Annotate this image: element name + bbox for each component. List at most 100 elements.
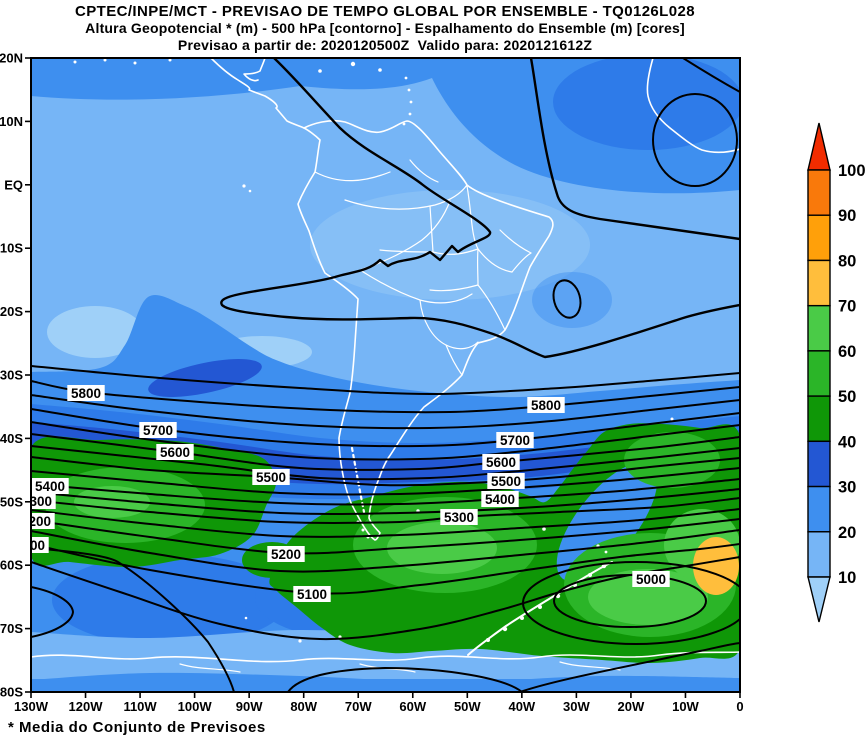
corner-contour xyxy=(682,58,740,93)
colorbar-segment xyxy=(807,531,831,578)
y-axis-label: 20S xyxy=(0,304,23,319)
colorbar-segment xyxy=(807,259,831,307)
colorbar-label: 100 xyxy=(838,162,865,180)
chart-subtitle: Altura Geopotencial * (m) - 500 hPa [con… xyxy=(85,20,685,36)
contour-label-text: 5600 xyxy=(160,445,190,460)
contour-label: 5700 xyxy=(496,432,534,448)
y-axis-label: 20N xyxy=(0,51,23,66)
antarctica-coast xyxy=(31,651,740,663)
africa-coast xyxy=(646,58,740,154)
colorbar-label: 70 xyxy=(838,298,856,316)
contour-labels: 5800570056005500540053005200510058005700… xyxy=(22,385,670,602)
andes-ice xyxy=(350,446,366,514)
contour-label-text: 5300 xyxy=(22,494,52,509)
colorbar-label: 40 xyxy=(838,433,856,451)
chart-title: CPTEC/INPE/MCT - PREVISAO DE TEMPO GLOBA… xyxy=(75,3,695,20)
colorbar-over-arrow xyxy=(807,122,831,171)
x-axis-label: 120W xyxy=(69,699,104,714)
contour-label: 5200 xyxy=(267,546,305,562)
x-axis-label: 30W xyxy=(563,699,590,714)
x-axis-label: 110W xyxy=(123,699,157,714)
colorbar-segment xyxy=(807,485,831,533)
contour-line xyxy=(31,380,740,414)
x-axis-label: 90W xyxy=(236,699,263,714)
tropical-contour xyxy=(220,58,740,359)
contour-line xyxy=(31,497,740,524)
contour-label: 5800 xyxy=(527,397,565,413)
y-axis-label: 30S xyxy=(0,368,23,383)
contour-line xyxy=(31,394,740,430)
contour-label-text: 5700 xyxy=(500,433,530,448)
x-axis-label: 40W xyxy=(508,699,535,714)
contour-label: 5300 xyxy=(440,509,478,525)
bottom-right-contour xyxy=(519,642,740,692)
yucatan-coast xyxy=(243,58,266,82)
chart-validity-line: Previsao a partir de: 2020120500Z Valido… xyxy=(177,37,593,53)
colorbar-label: 50 xyxy=(838,388,856,406)
contour-label-text: 5200 xyxy=(271,547,301,562)
contour-line xyxy=(31,508,740,538)
y-axis-label: 60S xyxy=(0,558,23,573)
contour-label: 5400 xyxy=(31,478,69,494)
south-america-outline xyxy=(297,119,554,541)
y-axis-label: EQ xyxy=(4,177,23,192)
contour-line xyxy=(31,421,740,461)
y-axis-label: 40S xyxy=(0,431,23,446)
x-axis-label: 80W xyxy=(290,699,317,714)
axis-ticks xyxy=(25,57,741,698)
central-america-coast xyxy=(210,58,305,129)
contour-label-text: 5300 xyxy=(444,510,474,525)
contour-line xyxy=(31,467,740,496)
contour-label: 5000 xyxy=(632,571,670,587)
sw-sweep-contour xyxy=(31,547,235,692)
footnote: * Media do Conjunto de Previsoes xyxy=(8,719,266,736)
contour-label: 5200 xyxy=(31,513,55,529)
contour-label: 5400 xyxy=(481,491,519,507)
x-axis-label: 0 xyxy=(736,699,743,714)
contour-label-text: 5000 xyxy=(636,572,666,587)
coastlines xyxy=(31,58,740,673)
closed-contour-se-brazil xyxy=(552,279,582,319)
contour-label: 5700 xyxy=(139,422,177,438)
y-axis-label: 10N xyxy=(0,114,23,129)
colorbar-segment xyxy=(807,169,831,216)
contour-label-text: 5600 xyxy=(486,455,516,470)
contour-label: 5500 xyxy=(487,473,525,489)
colorbar-segment xyxy=(807,350,831,397)
y-axis-label: 50S xyxy=(0,494,23,509)
colorbar-label: 20 xyxy=(838,524,856,542)
height-contours xyxy=(31,58,740,692)
colorbar-under-arrow xyxy=(807,576,831,623)
colorbar-label: 10 xyxy=(838,569,856,587)
colorbar: 100 90 80 70 60 50 40 30 20 10 xyxy=(807,122,865,623)
x-axis-label: 130W xyxy=(14,699,49,714)
contour-label-text: 5800 xyxy=(71,386,101,401)
contour-label: 5600 xyxy=(482,454,520,470)
left-edge-closed-contour xyxy=(31,586,74,638)
contour-line xyxy=(31,365,740,395)
x-axis-label: 60W xyxy=(399,699,426,714)
colorbar-label: 80 xyxy=(838,252,856,270)
contour-label: 5100 xyxy=(293,586,331,602)
flat-low-contour xyxy=(287,667,523,692)
colorbar-segment xyxy=(807,214,831,262)
contour-line xyxy=(31,518,740,555)
contour-label: 5600 xyxy=(156,444,194,460)
y-axis-label: 80S xyxy=(0,685,23,700)
contour-line xyxy=(31,478,740,506)
colorbar-segment xyxy=(807,304,831,352)
contour-label-text: 5500 xyxy=(256,470,286,485)
colorbar-segment xyxy=(807,395,831,443)
contour-line xyxy=(31,445,740,481)
contour-label-text: 5400 xyxy=(35,479,65,494)
x-axis-label: 20W xyxy=(618,699,645,714)
y-axis-label: 10S xyxy=(0,241,23,256)
tropical-contour-east xyxy=(529,58,740,241)
x-axis-label: 10W xyxy=(672,699,699,714)
x-axis-label: 100W xyxy=(178,699,213,714)
colorbar-label: 90 xyxy=(838,207,856,225)
colorbar-label: 30 xyxy=(838,479,856,497)
